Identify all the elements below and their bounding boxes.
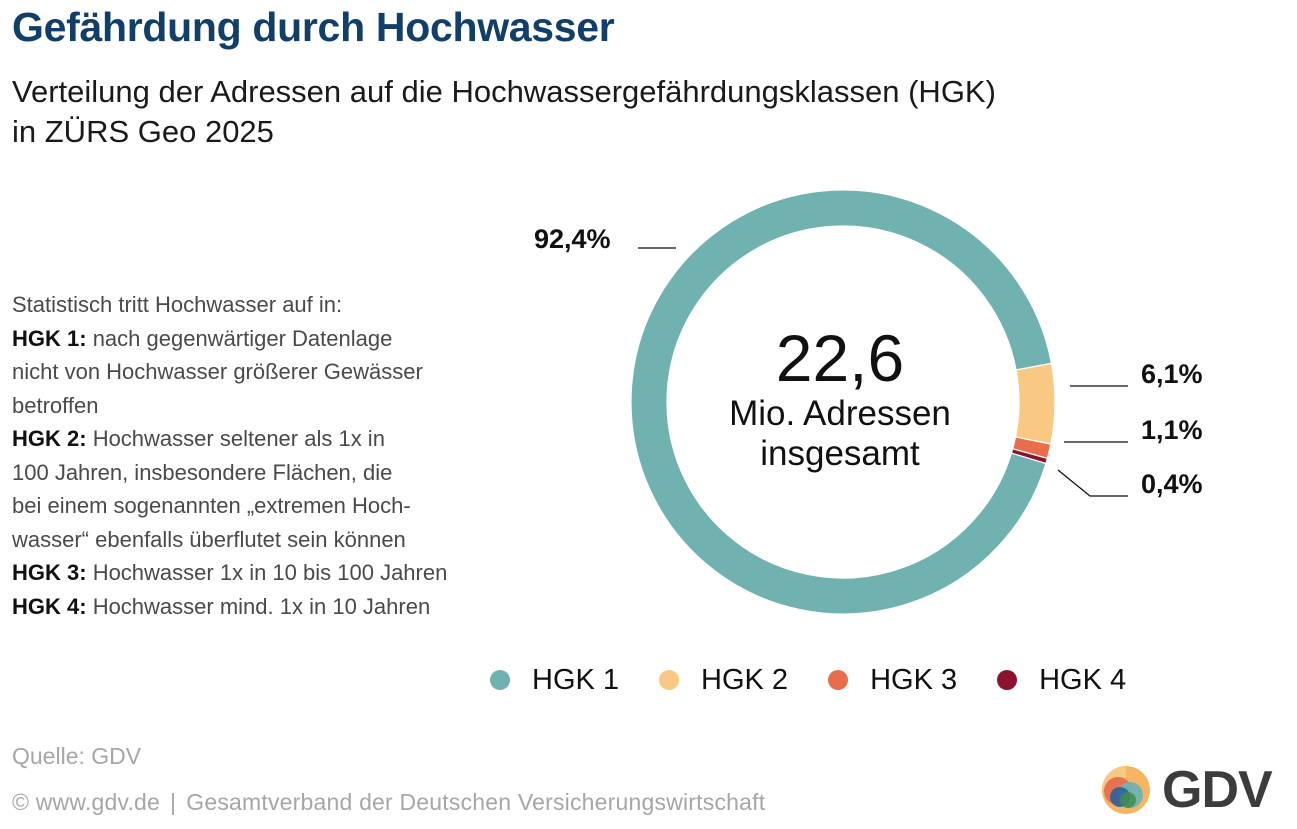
notes-hgk1-line-2: nicht von Hochwasser größerer Gewässer [12,359,423,384]
subtitle-line-1: Verteilung der Adressen auf die Hochwass… [12,74,996,109]
notes-hgk4-text: Hochwasser mind. 1x in 10 Jahren [92,593,431,619]
legend-item-hgk4: HGK 4 [997,664,1126,697]
leader-line-hgk4 [1057,469,1128,497]
explanation-notes: Statistisch tritt Hochwasser auf in: HGK… [12,288,512,623]
notes-hgk3-label: HGK 3: [12,560,87,585]
notes-hgk4: HGK 4: Hochwasser mind. 1x in 10 Jahren [12,590,512,624]
legend-item-hgk1: HGK 1 [490,664,619,697]
donut-slice-hgk2 [1014,362,1056,445]
legend-label-hgk2: HGK 2 [701,663,789,696]
footer-website-link[interactable]: © www.gdv.de [12,789,161,815]
notes-hgk3-text: Hochwasser 1x in 10 bis 100 Jahren [92,560,448,585]
gdv-logo-text: GDV [1162,761,1273,819]
legend-label-hgk1: HGK 1 [532,663,620,696]
total-label: Mio. Adressen insgesamt [690,394,990,474]
legend-dot-hgk2 [659,670,680,690]
subtitle-line-2: in ZÜRS Geo 2025 [12,114,274,149]
legend-label-hgk4: HGK 4 [1039,663,1127,696]
legend-dot-hgk4 [997,670,1018,690]
notes-hgk2-text-1: Hochwasser seltener als 1x in [92,426,385,451]
legend-item-hgk3: HGK 3 [828,664,957,697]
chart-title: Gefährdung durch Hochwasser [12,4,615,50]
footer-separator: | [170,789,177,815]
notes-hgk2-label: HGK 2: [12,426,87,451]
notes-hgk1-label: HGK 1: [12,325,87,351]
gdv-logo: GDV [1100,761,1273,819]
notes-hgk2: HGK 2: Hochwasser seltener als 1x in [12,422,512,456]
notes-hgk1-text-1: nach gegenwärtiger Datenlage [92,325,393,351]
data-label-hgk3: 1,1% [1141,415,1203,445]
donut-slice-hgk4 [1010,448,1049,465]
notes-intro: Statistisch tritt Hochwasser auf in: [12,292,343,317]
footer-organization: Gesamtverband der Deutschen Versicherung… [186,789,766,815]
total-label-line-1: Mio. Adressen [729,394,951,433]
chart-subtitle: Verteilung der Adressen auf die Hochwass… [12,72,996,152]
source-note: Quelle: GDV [12,743,142,769]
notes-hgk3: HGK 3: Hochwasser 1x in 10 bis 100 Jahre… [12,556,512,590]
total-value: 22,6 [775,321,905,395]
gdv-logo-icon [1102,766,1150,814]
data-label-hgk2: 6,1% [1141,359,1203,389]
notes-hgk1-line-3: betroffen [12,392,99,418]
legend-dot-hgk3 [828,670,849,690]
notes-hgk1: HGK 1: nach gegenwärtiger Datenlage [12,322,512,356]
notes-hgk4-label: HGK 4: [12,593,87,619]
legend-dot-hgk1 [490,670,510,690]
total-label-line-2: insgesamt [760,434,920,473]
data-label-hgk1: 92,4% [534,224,611,254]
donut-slice-hgk1 [630,189,1053,615]
notes-hgk2-line-2: 100 Jahren, insbesondere Flächen, die [12,459,393,485]
notes-hgk2-line-3: bei einem sogenannten „extremen Hoch- [12,493,411,518]
legend-item-hgk2: HGK 2 [659,664,788,697]
legend-label-hgk3: HGK 3 [870,663,958,696]
chart-legend: HGK 1 HGK 2 HGK 3 HGK 4 [490,660,1166,700]
footer: © www.gdv.de | Gesamtverband der Deutschen… [12,789,765,816]
data-label-hgk4: 0,4% [1141,469,1203,499]
notes-hgk2-line-4: wasser“ ebenfalls überflutet sein können [12,526,406,552]
